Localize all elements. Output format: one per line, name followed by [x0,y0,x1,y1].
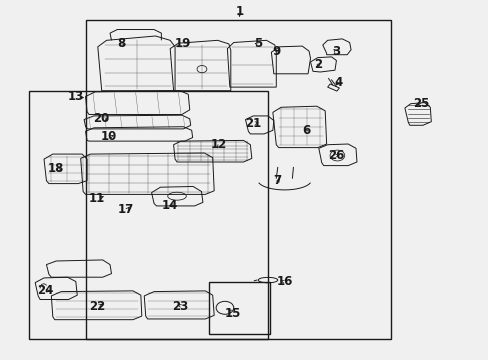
Text: 4: 4 [334,76,342,89]
Text: 5: 5 [254,37,262,50]
Text: 14: 14 [162,199,178,212]
Text: 20: 20 [93,112,110,125]
Text: 15: 15 [224,307,241,320]
Text: 24: 24 [37,284,53,297]
Text: 3: 3 [332,45,340,58]
Text: 6: 6 [302,124,310,137]
Text: 9: 9 [272,45,280,58]
Text: 2: 2 [313,58,321,71]
Bar [209,282,269,334]
Bar [327,84,339,91]
Text: 21: 21 [244,117,261,130]
Bar [29,91,267,339]
Text: 22: 22 [88,300,105,313]
Text: 11: 11 [88,192,105,205]
Bar [85,20,390,339]
Text: 19: 19 [175,37,191,50]
Text: 12: 12 [210,138,227,151]
Text: 16: 16 [276,275,292,288]
Text: 18: 18 [48,162,64,175]
Text: 25: 25 [412,97,429,110]
Text: 10: 10 [100,130,117,143]
Text: 17: 17 [118,203,134,216]
Text: 23: 23 [171,300,188,313]
Text: 7: 7 [273,174,281,187]
Text: 1: 1 [235,5,243,18]
Text: 8: 8 [117,37,125,50]
Text: 26: 26 [327,149,344,162]
Text: 13: 13 [67,90,84,103]
